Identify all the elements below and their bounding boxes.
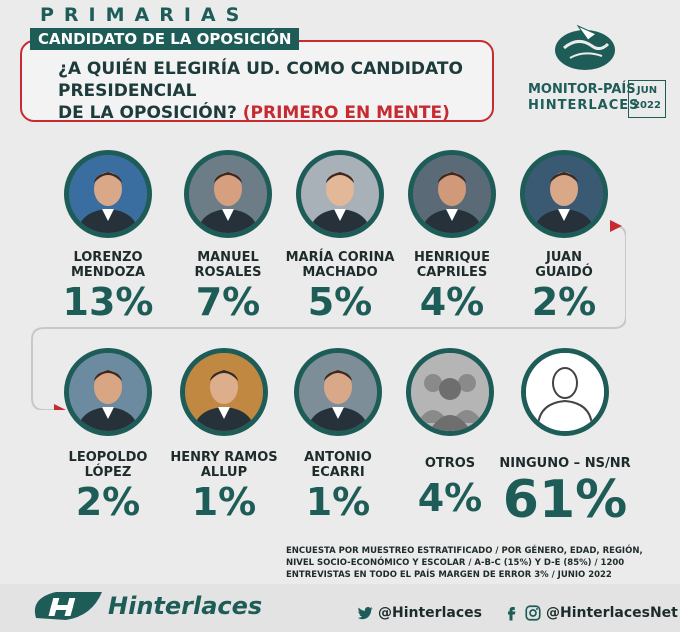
subhead-banner: CANDIDATO DE LA OPOSICIÓN bbox=[30, 28, 300, 50]
candidate-name-line-1: OTROS bbox=[424, 456, 476, 471]
candidate-name: MARÍA CORINA MACHADO bbox=[280, 250, 400, 280]
candidate-name: JUAN GUAIDÓ bbox=[504, 250, 624, 280]
candidate-portrait-icon bbox=[189, 155, 267, 233]
candidate-percentage: 4% bbox=[419, 280, 485, 324]
candidate-portrait-icon bbox=[299, 353, 377, 431]
date-year: 2022 bbox=[633, 100, 661, 111]
candidate-name-line-2: MENDOZA bbox=[70, 265, 146, 280]
facebook-instagram-handle: @HinterlacesNet bbox=[546, 605, 678, 621]
question-line-1: ¿A QUIÉN ELEGIRÍA UD. COMO CANDIDATO PRE… bbox=[58, 59, 463, 101]
question-text: ¿A QUIÉN ELEGIRÍA UD. COMO CANDIDATO PRE… bbox=[58, 58, 488, 124]
footer-bar bbox=[0, 584, 680, 632]
candidate-name-line-1: JUAN bbox=[546, 250, 582, 265]
candidate-name-line-1: MARÍA CORINA bbox=[285, 250, 395, 265]
candidate-photo bbox=[184, 150, 272, 238]
hinterlaces-logo-icon bbox=[34, 592, 102, 620]
candidate-name: LORENZO MENDOZA bbox=[48, 250, 168, 280]
candidate-name-line-2: GUAIDÓ bbox=[535, 265, 593, 280]
candidate-name-line-1: MANUEL bbox=[197, 250, 259, 265]
candidate-name-line-2: ECARRI bbox=[311, 465, 365, 480]
candidate-photo bbox=[296, 150, 384, 238]
connector-line bbox=[31, 220, 626, 410]
twitter-handle: @Hinterlaces bbox=[378, 605, 482, 621]
candidate-photo bbox=[294, 348, 382, 436]
question-line-2-wrap: DE LA OPOSICIÓN? (PRIMERO EN MENTE) bbox=[58, 102, 488, 124]
facebook-icon bbox=[508, 607, 516, 621]
candidate-name-line-1: HENRY RAMOS bbox=[170, 450, 278, 465]
candidate-portrait-icon bbox=[413, 155, 491, 233]
candidate-percentage: 7% bbox=[195, 280, 261, 324]
instagram-icon bbox=[525, 605, 541, 621]
candidate-photo bbox=[64, 348, 152, 436]
twitter-icon bbox=[357, 606, 373, 620]
candidate-name-line-2: ALLUP bbox=[200, 465, 248, 480]
candidate-photo bbox=[408, 150, 496, 238]
candidate-name: ANTONIO ECARRI bbox=[278, 450, 398, 480]
candidate-name-line-2: ROSALES bbox=[194, 265, 262, 280]
candidate-percentage: 2% bbox=[75, 480, 141, 524]
methodology-line-1: ENCUESTA POR MUESTREO ESTRATIFICADO / PO… bbox=[286, 546, 643, 556]
candidate-name-line-1: LEOPOLDO bbox=[68, 450, 148, 465]
candidate-portrait-icon bbox=[301, 155, 379, 233]
candidate-name: OTROS bbox=[390, 456, 510, 471]
globe-logo-icon bbox=[555, 24, 615, 70]
group-silhouette-icon bbox=[411, 353, 489, 431]
question-line-2: DE LA OPOSICIÓN? bbox=[58, 103, 237, 123]
methodology-line-2: NIVEL SOCIO-ECONÓMICO Y ESCOLAR / A-B-C … bbox=[286, 558, 625, 568]
candidate-name-line-2: MACHADO bbox=[302, 265, 378, 280]
candidate-name: LEOPOLDO LÓPEZ bbox=[48, 450, 168, 480]
candidate-percentage: 61% bbox=[502, 470, 628, 530]
candidate-name-line-1: LORENZO bbox=[73, 250, 143, 265]
candidate-name-line-1: ANTONIO bbox=[304, 450, 372, 465]
brand-hinterlaces: HINTERLACES bbox=[528, 98, 640, 113]
candidate-name: HENRY RAMOS ALLUP bbox=[164, 450, 284, 480]
candidate-photo bbox=[406, 348, 494, 436]
candidate-percentage: 5% bbox=[307, 280, 373, 324]
candidate-name: MANUEL ROSALES bbox=[168, 250, 288, 280]
candidate-percentage: 2% bbox=[531, 280, 597, 324]
candidate-photo bbox=[64, 150, 152, 238]
kicker-title: PRIMARIAS bbox=[40, 4, 250, 26]
candidate-percentage: 13% bbox=[62, 280, 154, 324]
twitter-link[interactable]: @Hinterlaces bbox=[356, 604, 482, 622]
date-month: JUN bbox=[636, 85, 658, 96]
person-outline-icon bbox=[526, 353, 604, 431]
candidate-photo bbox=[521, 348, 609, 436]
candidate-name-line-2: CAPRILES bbox=[416, 265, 488, 280]
candidate-percentage: 1% bbox=[191, 480, 257, 524]
candidate-name-line-1: NINGUNO – NS/NR bbox=[499, 456, 631, 471]
date-badge: JUN 2022 bbox=[628, 80, 666, 118]
footer-brand-name: Hinterlaces bbox=[108, 592, 263, 620]
candidate-portrait-icon bbox=[525, 155, 603, 233]
brand-monitor-pais: MONITOR-PAÍS bbox=[528, 82, 636, 97]
candidate-name-line-1: HENRIQUE bbox=[414, 250, 490, 265]
candidate-photo bbox=[180, 348, 268, 436]
candidate-photo bbox=[520, 150, 608, 238]
question-highlight: (PRIMERO EN MENTE) bbox=[242, 103, 450, 123]
candidate-name: NINGUNO – NS/NR bbox=[485, 456, 645, 471]
candidate-percentage: 4% bbox=[417, 476, 483, 520]
candidate-name-line-2: LÓPEZ bbox=[84, 465, 132, 480]
candidate-percentage: 1% bbox=[305, 480, 371, 524]
facebook-instagram-link[interactable]: @HinterlacesNet bbox=[502, 604, 678, 622]
methodology-note: ENCUESTA POR MUESTREO ESTRATIFICADO / PO… bbox=[286, 545, 666, 581]
candidate-name: HENRIQUE CAPRILES bbox=[392, 250, 512, 280]
candidate-portrait-icon bbox=[185, 353, 263, 431]
methodology-line-3: ENTREVISTAS EN TODO EL PAÍS MARGEN DE ER… bbox=[286, 570, 612, 580]
candidate-portrait-icon bbox=[69, 155, 147, 233]
candidate-portrait-icon bbox=[69, 353, 147, 431]
